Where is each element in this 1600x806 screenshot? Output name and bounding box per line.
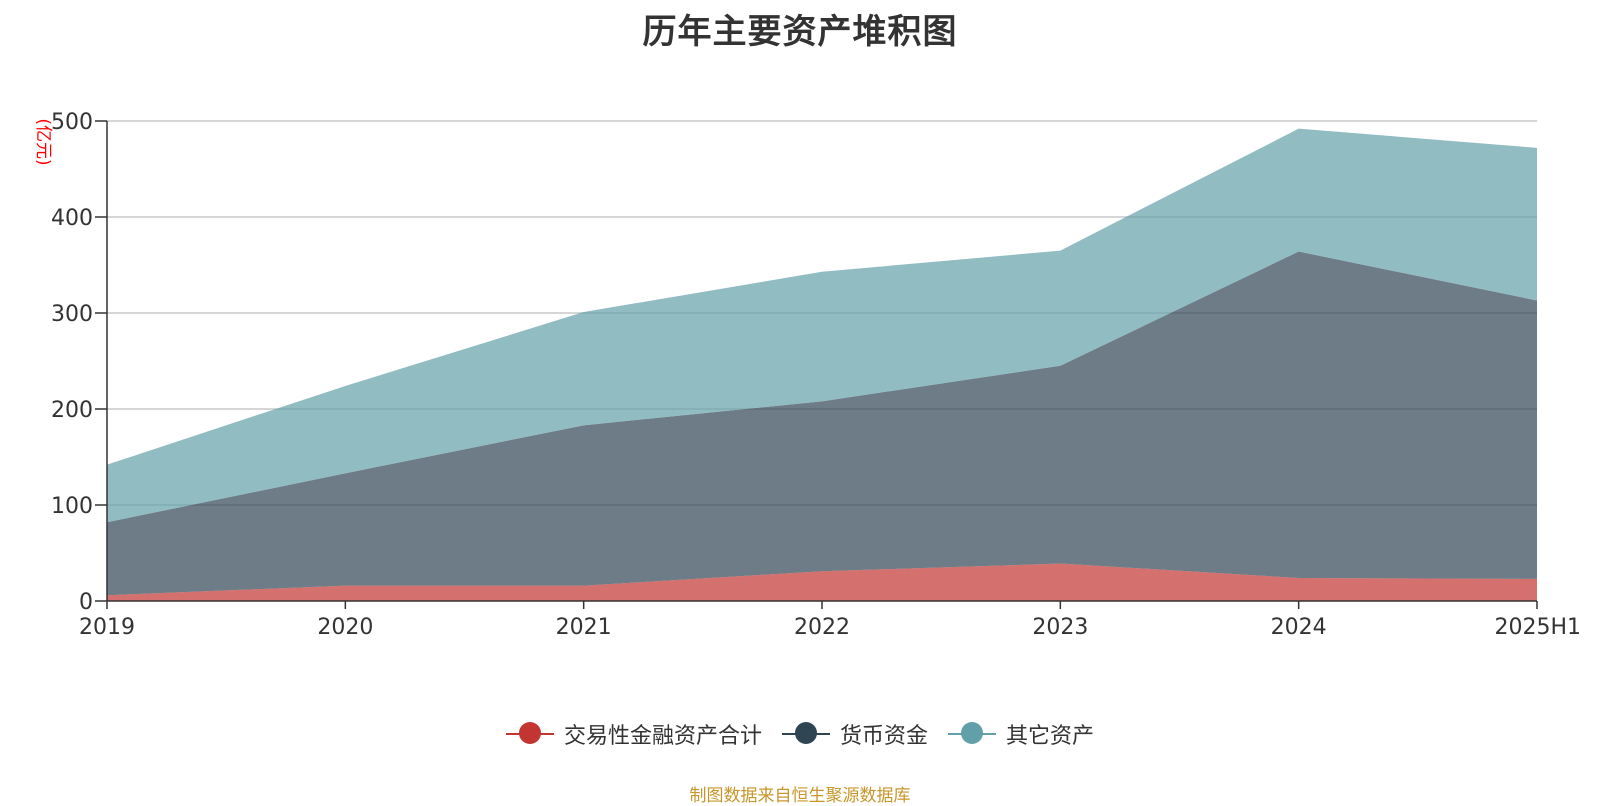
x-tick-label: 2022: [794, 615, 850, 640]
legend-marker-icon: [781, 722, 830, 746]
x-tick-label: 2019: [79, 615, 135, 640]
legend: 交易性金融资产合计 货币资金 其它资产: [0, 718, 1600, 750]
legend-marker-icon: [948, 722, 996, 746]
x-tick-label: 2021: [556, 615, 612, 640]
legend-item-1[interactable]: 货币资金: [781, 718, 928, 750]
axis-layer: 0 100 200 300 400 500 2019 2020 2021 2022 2023 2024…: [51, 110, 1581, 640]
x-tick-label: 2024: [1271, 615, 1327, 640]
y-axis-unit-label: (亿元): [33, 118, 53, 165]
area-series-2[interactable]: [107, 128, 1537, 523]
legend-label: 货币资金: [839, 724, 928, 749]
area-series-0[interactable]: [107, 563, 1537, 601]
source-note: 制图数据来自恒生聚源数据库: [689, 786, 911, 806]
area-layer: [107, 128, 1537, 601]
legend-label: 其它资产: [1006, 724, 1095, 749]
area-series-1[interactable]: [107, 251, 1537, 596]
y-tick-label: 0: [79, 590, 93, 615]
y-tick-label: 400: [51, 206, 93, 231]
chart-title: 历年主要资产堆积图: [642, 12, 958, 52]
legend-item-0[interactable]: 交易性金融资产合计: [505, 718, 762, 750]
y-tick-label: 200: [51, 398, 93, 423]
y-tick-label: 300: [51, 302, 93, 327]
legend-marker-icon: [505, 722, 554, 746]
x-tick-label: 2025H1: [1494, 615, 1581, 640]
y-tick-label: 500: [51, 110, 93, 135]
legend-item-2[interactable]: 其它资产: [948, 718, 1094, 750]
y-tick-label: 100: [51, 494, 93, 519]
x-tick-label: 2023: [1032, 615, 1088, 640]
x-tick-label: 2020: [317, 615, 373, 640]
legend-label: 交易性金融资产合计: [563, 724, 762, 749]
